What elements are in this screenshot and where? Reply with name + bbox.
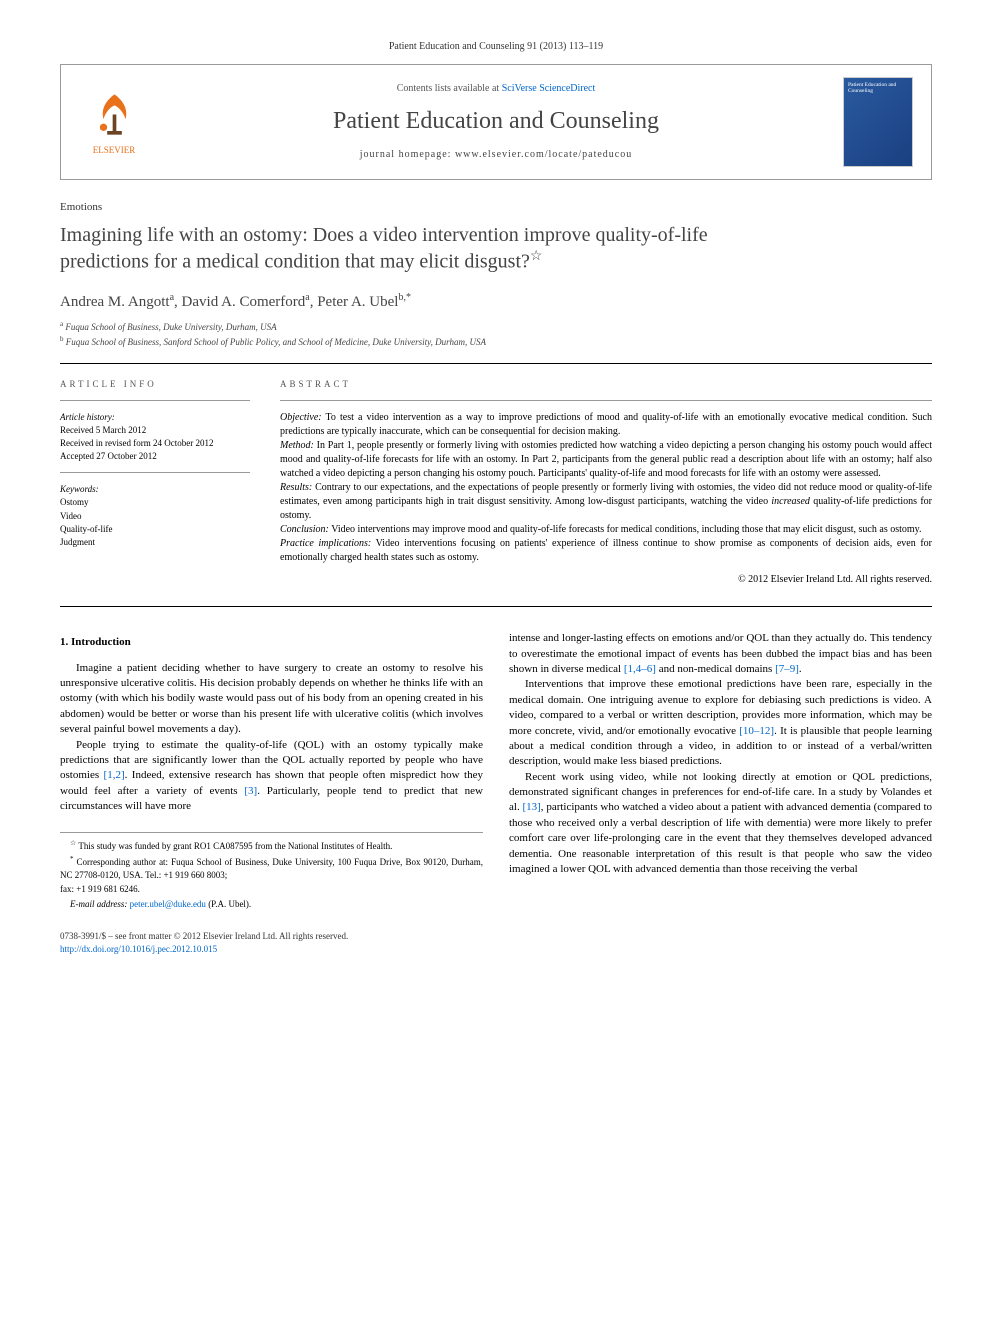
article-info-heading: ARTICLE INFO xyxy=(60,378,250,390)
method-text: In Part 1, people presently or formerly … xyxy=(280,440,932,479)
author-1: Andrea M. Angott xyxy=(60,294,170,310)
p5-b: , participants who watched a video about… xyxy=(509,801,932,875)
intro-p4: Interventions that improve these emotion… xyxy=(509,677,932,769)
history-label: Article history: xyxy=(60,411,250,423)
author-3: Peter A. Ubel xyxy=(317,294,398,310)
conclusion-label: Conclusion: xyxy=(280,524,329,535)
elsevier-label: ELSEVIER xyxy=(93,144,136,156)
revised-date: Received in revised form 24 October 2012 xyxy=(60,437,250,449)
objective-text: To test a video intervention as a way to… xyxy=(280,412,932,437)
homepage-label: journal homepage: xyxy=(360,149,455,160)
ref-10-12[interactable]: [10–12] xyxy=(739,725,774,737)
email-name: (P.A. Ubel). xyxy=(206,899,251,909)
title-line-1: Imagining life with an ostomy: Does a vi… xyxy=(60,224,708,246)
intro-p5: Recent work using video, while not looki… xyxy=(509,770,932,878)
intro-p2: People trying to estimate the quality-of… xyxy=(60,738,483,815)
article-info-column: ARTICLE INFO Article history: Received 5… xyxy=(60,378,250,587)
author-1-sup: a xyxy=(170,292,174,303)
ref-3[interactable]: [3] xyxy=(244,785,257,797)
section-label: Emotions xyxy=(60,200,932,215)
ref-13[interactable]: [13] xyxy=(522,801,540,813)
fn2-a: Corresponding author at: Fuqua School of… xyxy=(60,857,483,880)
article-title: Imagining life with an ostomy: Does a vi… xyxy=(60,222,932,275)
elsevier-logo-block: ELSEVIER xyxy=(79,87,149,156)
method-label: Method: xyxy=(280,440,314,451)
results-emphasis: increased xyxy=(771,496,810,507)
abstract-method: Method: In Part 1, people presently or f… xyxy=(280,439,932,481)
doi-link[interactable]: http://dx.doi.org/10.1016/j.pec.2012.10.… xyxy=(60,944,217,954)
journal-homepage: journal homepage: www.elsevier.com/locat… xyxy=(167,148,825,162)
abstract-conclusion: Conclusion: Video interventions may impr… xyxy=(280,523,932,537)
abstract-sep xyxy=(280,400,932,401)
info-sep-2 xyxy=(60,472,250,473)
keywords-label: Keywords: xyxy=(60,483,250,495)
author-3-sup: b, xyxy=(398,292,406,303)
body-text: 1. Introduction Imagine a patient decidi… xyxy=(60,631,932,910)
intro-p3: intense and longer-lasting effects on em… xyxy=(509,631,932,677)
author-2-sup: a xyxy=(305,292,309,303)
authors-line: Andrea M. Angotta, David A. Comerforda, … xyxy=(60,291,932,312)
abstract-results: Results: Contrary to our expectations, a… xyxy=(280,481,932,523)
contents-text: Contents lists available at xyxy=(397,83,502,94)
abstract-practice: Practice implications: Video interventio… xyxy=(280,537,932,565)
corresponding-marker: * xyxy=(406,292,411,303)
abstract-column: ABSTRACT Objective: To test a video inte… xyxy=(280,378,932,587)
header-citation: Patient Education and Counseling 91 (201… xyxy=(60,40,932,54)
footnote-email: E-mail address: peter.ubel@duke.edu (P.A… xyxy=(60,898,483,911)
practice-label: Practice implications: xyxy=(280,538,371,549)
footnotes-block: ☆ This study was funded by grant RO1 CA0… xyxy=(60,832,483,910)
p3-c: . xyxy=(799,663,802,675)
info-abstract-row: ARTICLE INFO Article history: Received 5… xyxy=(60,378,932,587)
sciencedirect-link[interactable]: SciVerse ScienceDirect xyxy=(502,83,596,94)
footnote-corresponding: * Corresponding author at: Fuqua School … xyxy=(60,855,483,881)
footer-issn: 0738-3991/$ – see front matter © 2012 El… xyxy=(60,930,932,942)
keyword-4: Judgment xyxy=(60,536,250,548)
intro-heading: 1. Introduction xyxy=(60,635,483,650)
ref-1-2[interactable]: [1,2] xyxy=(104,769,125,781)
journal-name: Patient Education and Counseling xyxy=(167,105,825,137)
abstract-objective: Objective: To test a video intervention … xyxy=(280,411,932,439)
keyword-1: Ostomy xyxy=(60,496,250,508)
ref-7-9[interactable]: [7–9] xyxy=(775,663,799,675)
header-center: Contents lists available at SciVerse Sci… xyxy=(167,82,825,161)
elsevier-tree-icon xyxy=(87,87,142,142)
email-link[interactable]: peter.ubel@duke.edu xyxy=(130,899,206,909)
journal-header-box: ELSEVIER Contents lists available at Sci… xyxy=(60,64,932,180)
affiliation-a: a Fuqua School of Business, Duke Univers… xyxy=(60,320,932,333)
divider-top xyxy=(60,363,932,364)
abstract-heading: ABSTRACT xyxy=(280,378,932,390)
ref-1-4-6[interactable]: [1,4–6] xyxy=(624,663,656,675)
contents-available-label: Contents lists available at SciVerse Sci… xyxy=(167,82,825,96)
received-date: Received 5 March 2012 xyxy=(60,424,250,436)
journal-cover-thumbnail: Patient Education and Counseling xyxy=(843,77,913,167)
info-sep-1 xyxy=(60,400,250,401)
intro-p1: Imagine a patient deciding whether to ha… xyxy=(60,661,483,738)
conclusion-text: Video interventions may improve mood and… xyxy=(329,524,922,535)
accepted-date: Accepted 27 October 2012 xyxy=(60,450,250,462)
fn-star-corr: * xyxy=(70,855,74,863)
keyword-2: Video xyxy=(60,510,250,522)
title-star: ☆ xyxy=(530,249,543,264)
homepage-url[interactable]: www.elsevier.com/locate/pateducou xyxy=(455,149,632,160)
footnote-funding: ☆ This study was funded by grant RO1 CA0… xyxy=(60,839,483,853)
affiliation-b: b Fuqua School of Business, Sanford Scho… xyxy=(60,335,932,348)
divider-bottom xyxy=(60,606,932,607)
objective-label: Objective: xyxy=(280,412,322,423)
fn1-text: This study was funded by grant RO1 CA087… xyxy=(78,841,392,851)
results-label: Results: xyxy=(280,482,312,493)
footnote-fax: fax: +1 919 681 6246. xyxy=(60,883,483,896)
cover-title: Patient Education and Counseling xyxy=(848,82,908,94)
abstract-copyright: © 2012 Elsevier Ireland Ltd. All rights … xyxy=(280,573,932,587)
fn-star-icon: ☆ xyxy=(70,839,76,847)
practice-text: Video interventions focusing on patients… xyxy=(280,538,932,563)
email-label: E-mail address: xyxy=(70,899,127,909)
p3-b: and non-medical domains xyxy=(656,663,775,675)
title-line-2: predictions for a medical condition that… xyxy=(60,251,530,273)
author-2: David A. Comerford xyxy=(182,294,306,310)
keyword-3: Quality-of-life xyxy=(60,523,250,535)
page-footer: 0738-3991/$ – see front matter © 2012 El… xyxy=(60,930,932,954)
